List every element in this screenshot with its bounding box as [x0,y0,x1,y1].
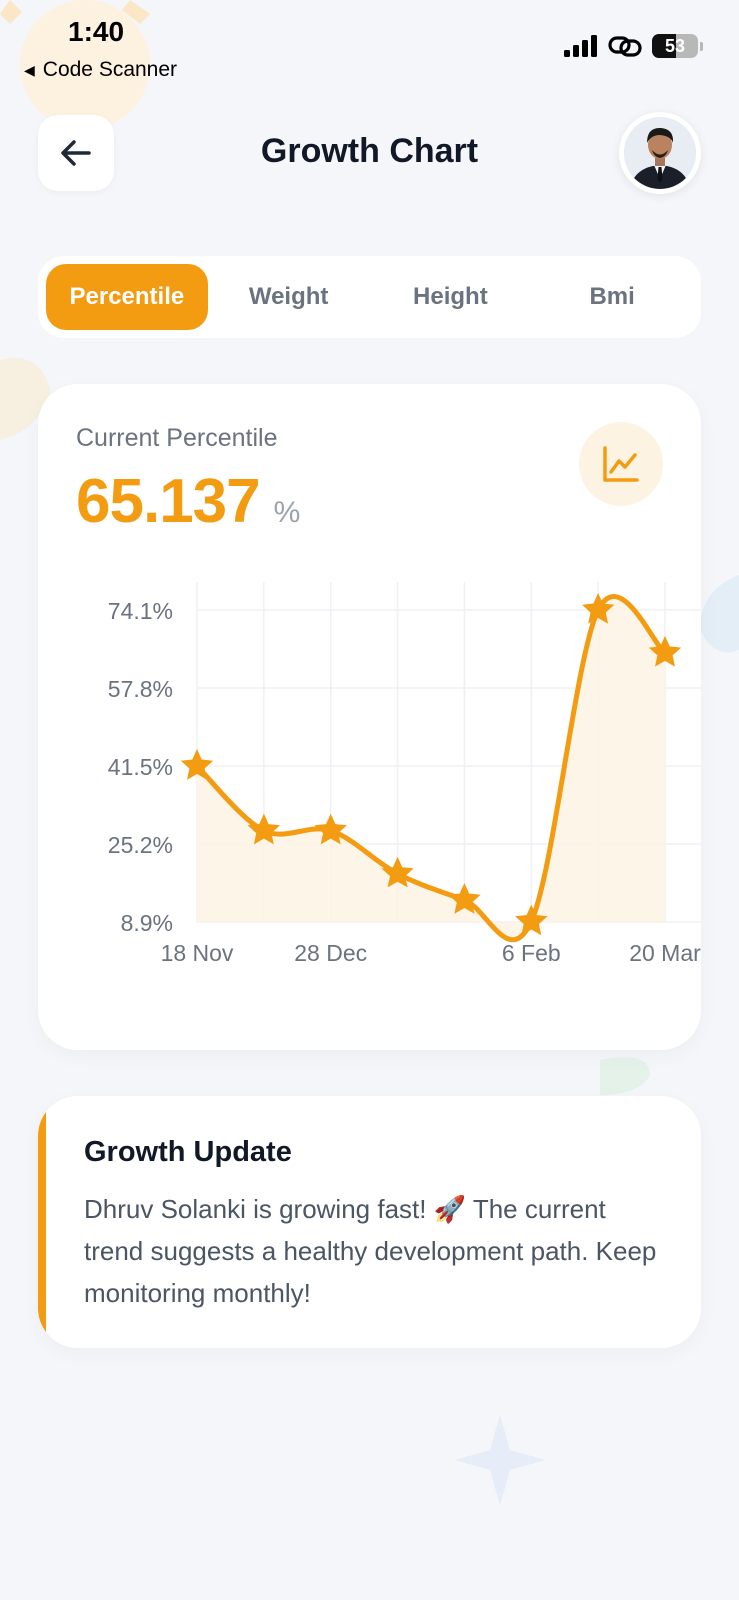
percentile-card: Current Percentile 65.137 % 74.1% 57.8% 41… [38,384,701,1050]
x-tick-label: 28 Dec [294,940,367,966]
data-point-star [180,749,214,780]
data-point-star [247,813,280,845]
tab-height[interactable]: Height [413,283,488,310]
tab-weight[interactable]: Weight [248,283,329,310]
app-header: Growth Chart [0,112,739,196]
status-icons: 53 [564,34,703,58]
percentile-line-chart: 74.1% 57.8% 41.5% 25.2% 8.9% 18 Nov 28 Dec 6 Fe… [108,582,701,966]
growth-update-title: Growth Update [84,1136,292,1168]
status-time: 1:40 [68,16,125,47]
battery-icon: 53 [652,34,698,58]
tab-bmi[interactable]: Bmi [589,283,635,310]
link-icon [608,36,642,57]
trend-chart-icon [603,446,639,482]
data-point-star [515,904,548,936]
back-to-app-link[interactable]: ◀ Code Scanner [24,58,177,82]
back-app-label: Code Scanner [42,58,178,81]
series-area [197,596,665,940]
growth-update-card: Growth Update Dhruv Solanki is growing f… [38,1096,701,1348]
data-point-star [448,883,481,914]
page-title: Growth Chart [260,132,479,170]
battery-level: 53 [664,35,686,56]
growth-update-text: Dhruv Solanki is growing fast! 🚀 The cur… [84,1194,657,1308]
data-point-star [648,635,682,667]
x-tick-label: 18 Nov [161,940,234,966]
metric-tabs: Percentile Weight Height Bmi [38,256,701,338]
y-tick-label: 25.2% [108,832,173,858]
data-point-star [381,856,414,888]
back-button[interactable] [38,115,114,191]
arrow-left-icon [61,140,91,166]
y-tick-label: 41.5% [108,754,173,780]
percentile-value: 65.137 [76,467,261,536]
y-tick-label: 57.8% [108,676,173,702]
x-tick-label: 6 Feb [502,940,561,966]
current-percentile-label: Current Percentile [76,424,278,452]
percentile-value-row: 65.137 % [76,466,300,537]
y-tick-label: 8.9% [121,910,173,936]
data-point-star [314,813,347,845]
accent-bar [38,1096,46,1348]
tab-percentile[interactable]: Percentile [46,264,208,330]
data-point-star [582,593,615,624]
avatar[interactable] [619,112,701,194]
signal-icon [564,35,597,57]
chart-button[interactable] [579,422,663,506]
x-tick-label: 20 Mar [629,940,701,966]
y-tick-label: 74.1% [108,598,173,624]
profile-photo [624,117,696,189]
status-bar: 1:40 ◀ Code Scanner 53 [0,0,739,95]
back-triangle-icon: ◀ [24,61,35,78]
percentile-unit: % [273,496,301,529]
